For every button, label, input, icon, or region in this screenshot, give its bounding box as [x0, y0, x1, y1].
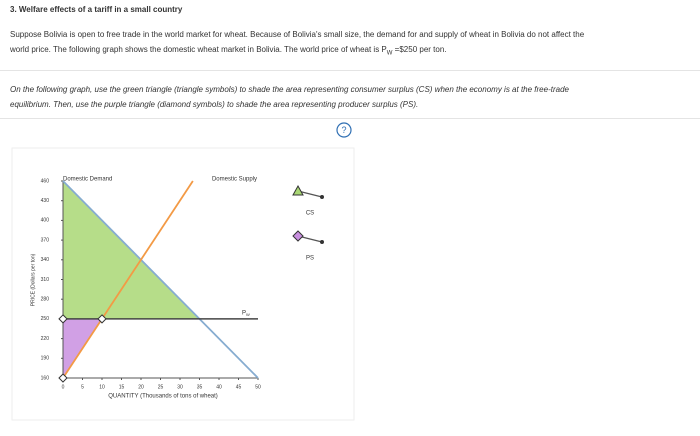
intro: Suppose Bolivia is open to free trade in… [10, 27, 600, 62]
legend-tool-line [297, 190, 323, 198]
legend-tool-dot [320, 240, 324, 244]
y-tick-label: 430 [41, 198, 50, 204]
x-tick-label: 50 [255, 384, 261, 390]
y-tick-label: 370 [41, 237, 50, 243]
x-axis-label: QUANTITY (Thousands of tons of wheat) [108, 394, 218, 400]
intro-text: Suppose Bolivia is open to free trade in… [10, 30, 585, 54]
series-label: P [242, 310, 246, 316]
y-tick-label: 190 [41, 356, 50, 362]
divider [0, 70, 700, 71]
x-tick-label: 15 [119, 384, 125, 390]
intro-text: =$250 per ton. [392, 45, 447, 54]
area-marker[interactable] [97, 314, 107, 324]
x-tick-label: 20 [138, 384, 144, 390]
x-tick-label: 0 [62, 384, 65, 390]
series-label: Domestic Supply [212, 177, 257, 183]
area-marker[interactable] [58, 314, 68, 324]
legend-label[interactable]: CS [306, 211, 314, 217]
y-tick-label: 220 [41, 336, 50, 342]
x-tick-label: 25 [158, 384, 164, 390]
y-tick-label: 280 [41, 297, 50, 303]
instructions: On the following graph, use the green tr… [10, 85, 569, 109]
intro-sub: W [386, 50, 393, 57]
legend-icon[interactable] [292, 184, 304, 196]
y-tick-label: 340 [41, 257, 50, 263]
y-tick-label: 460 [41, 178, 50, 184]
series-label-sub: W [246, 312, 250, 317]
legend-label[interactable]: PS [306, 256, 314, 262]
series-label: Domestic Demand [63, 177, 112, 183]
x-tick-label: 45 [236, 384, 242, 390]
x-tick-label: 35 [197, 384, 203, 390]
help-button[interactable] [336, 122, 352, 138]
x-tick-label: 5 [81, 384, 84, 390]
x-tick-label: 40 [216, 384, 222, 390]
series-line [62, 180, 259, 379]
help-icon[interactable]: ? [341, 125, 346, 135]
series-line [62, 180, 194, 379]
legend-icon[interactable] [292, 230, 304, 242]
title: 3. Welfare effects of a tariff in a smal… [10, 5, 183, 14]
y-axis-label: PRICE (Dollars per ton) [30, 253, 36, 306]
x-tick-label: 30 [177, 384, 183, 390]
y-tick-label: 160 [41, 375, 50, 381]
divider [0, 118, 700, 119]
y-tick-label: 310 [41, 277, 50, 283]
x-tick-label: 10 [99, 384, 105, 390]
area-marker[interactable] [58, 373, 68, 383]
y-tick-label: 250 [41, 316, 50, 322]
y-tick-label: 400 [41, 218, 50, 224]
chart-frame [11, 147, 355, 421]
legend-tool-dot [320, 195, 324, 199]
